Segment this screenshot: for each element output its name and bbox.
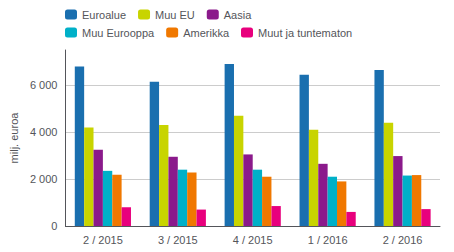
svg-text:2 / 2015: 2 / 2015 [83, 234, 123, 246]
svg-text:Muut ja tuntematon: Muut ja tuntematon [258, 27, 352, 39]
svg-text:2 / 2016: 2 / 2016 [383, 234, 423, 246]
svg-text:Muu Eurooppa: Muu Eurooppa [82, 27, 155, 39]
svg-text:milj. euroa: milj. euroa [8, 112, 20, 164]
svg-text:4 / 2015: 4 / 2015 [233, 234, 273, 246]
svg-text:Muu EU: Muu EU [155, 9, 195, 21]
svg-text:Amerikka: Amerikka [183, 27, 230, 39]
svg-text:Euroalue: Euroalue [82, 9, 126, 21]
svg-text:6 000: 6 000 [30, 79, 58, 91]
svg-text:Aasia: Aasia [224, 9, 252, 21]
svg-text:3 / 2015: 3 / 2015 [158, 234, 198, 246]
svg-text:1 / 2016: 1 / 2016 [308, 234, 348, 246]
svg-text:4 000: 4 000 [30, 126, 58, 138]
svg-text:0: 0 [51, 220, 57, 232]
svg-text:2 000: 2 000 [30, 173, 58, 185]
